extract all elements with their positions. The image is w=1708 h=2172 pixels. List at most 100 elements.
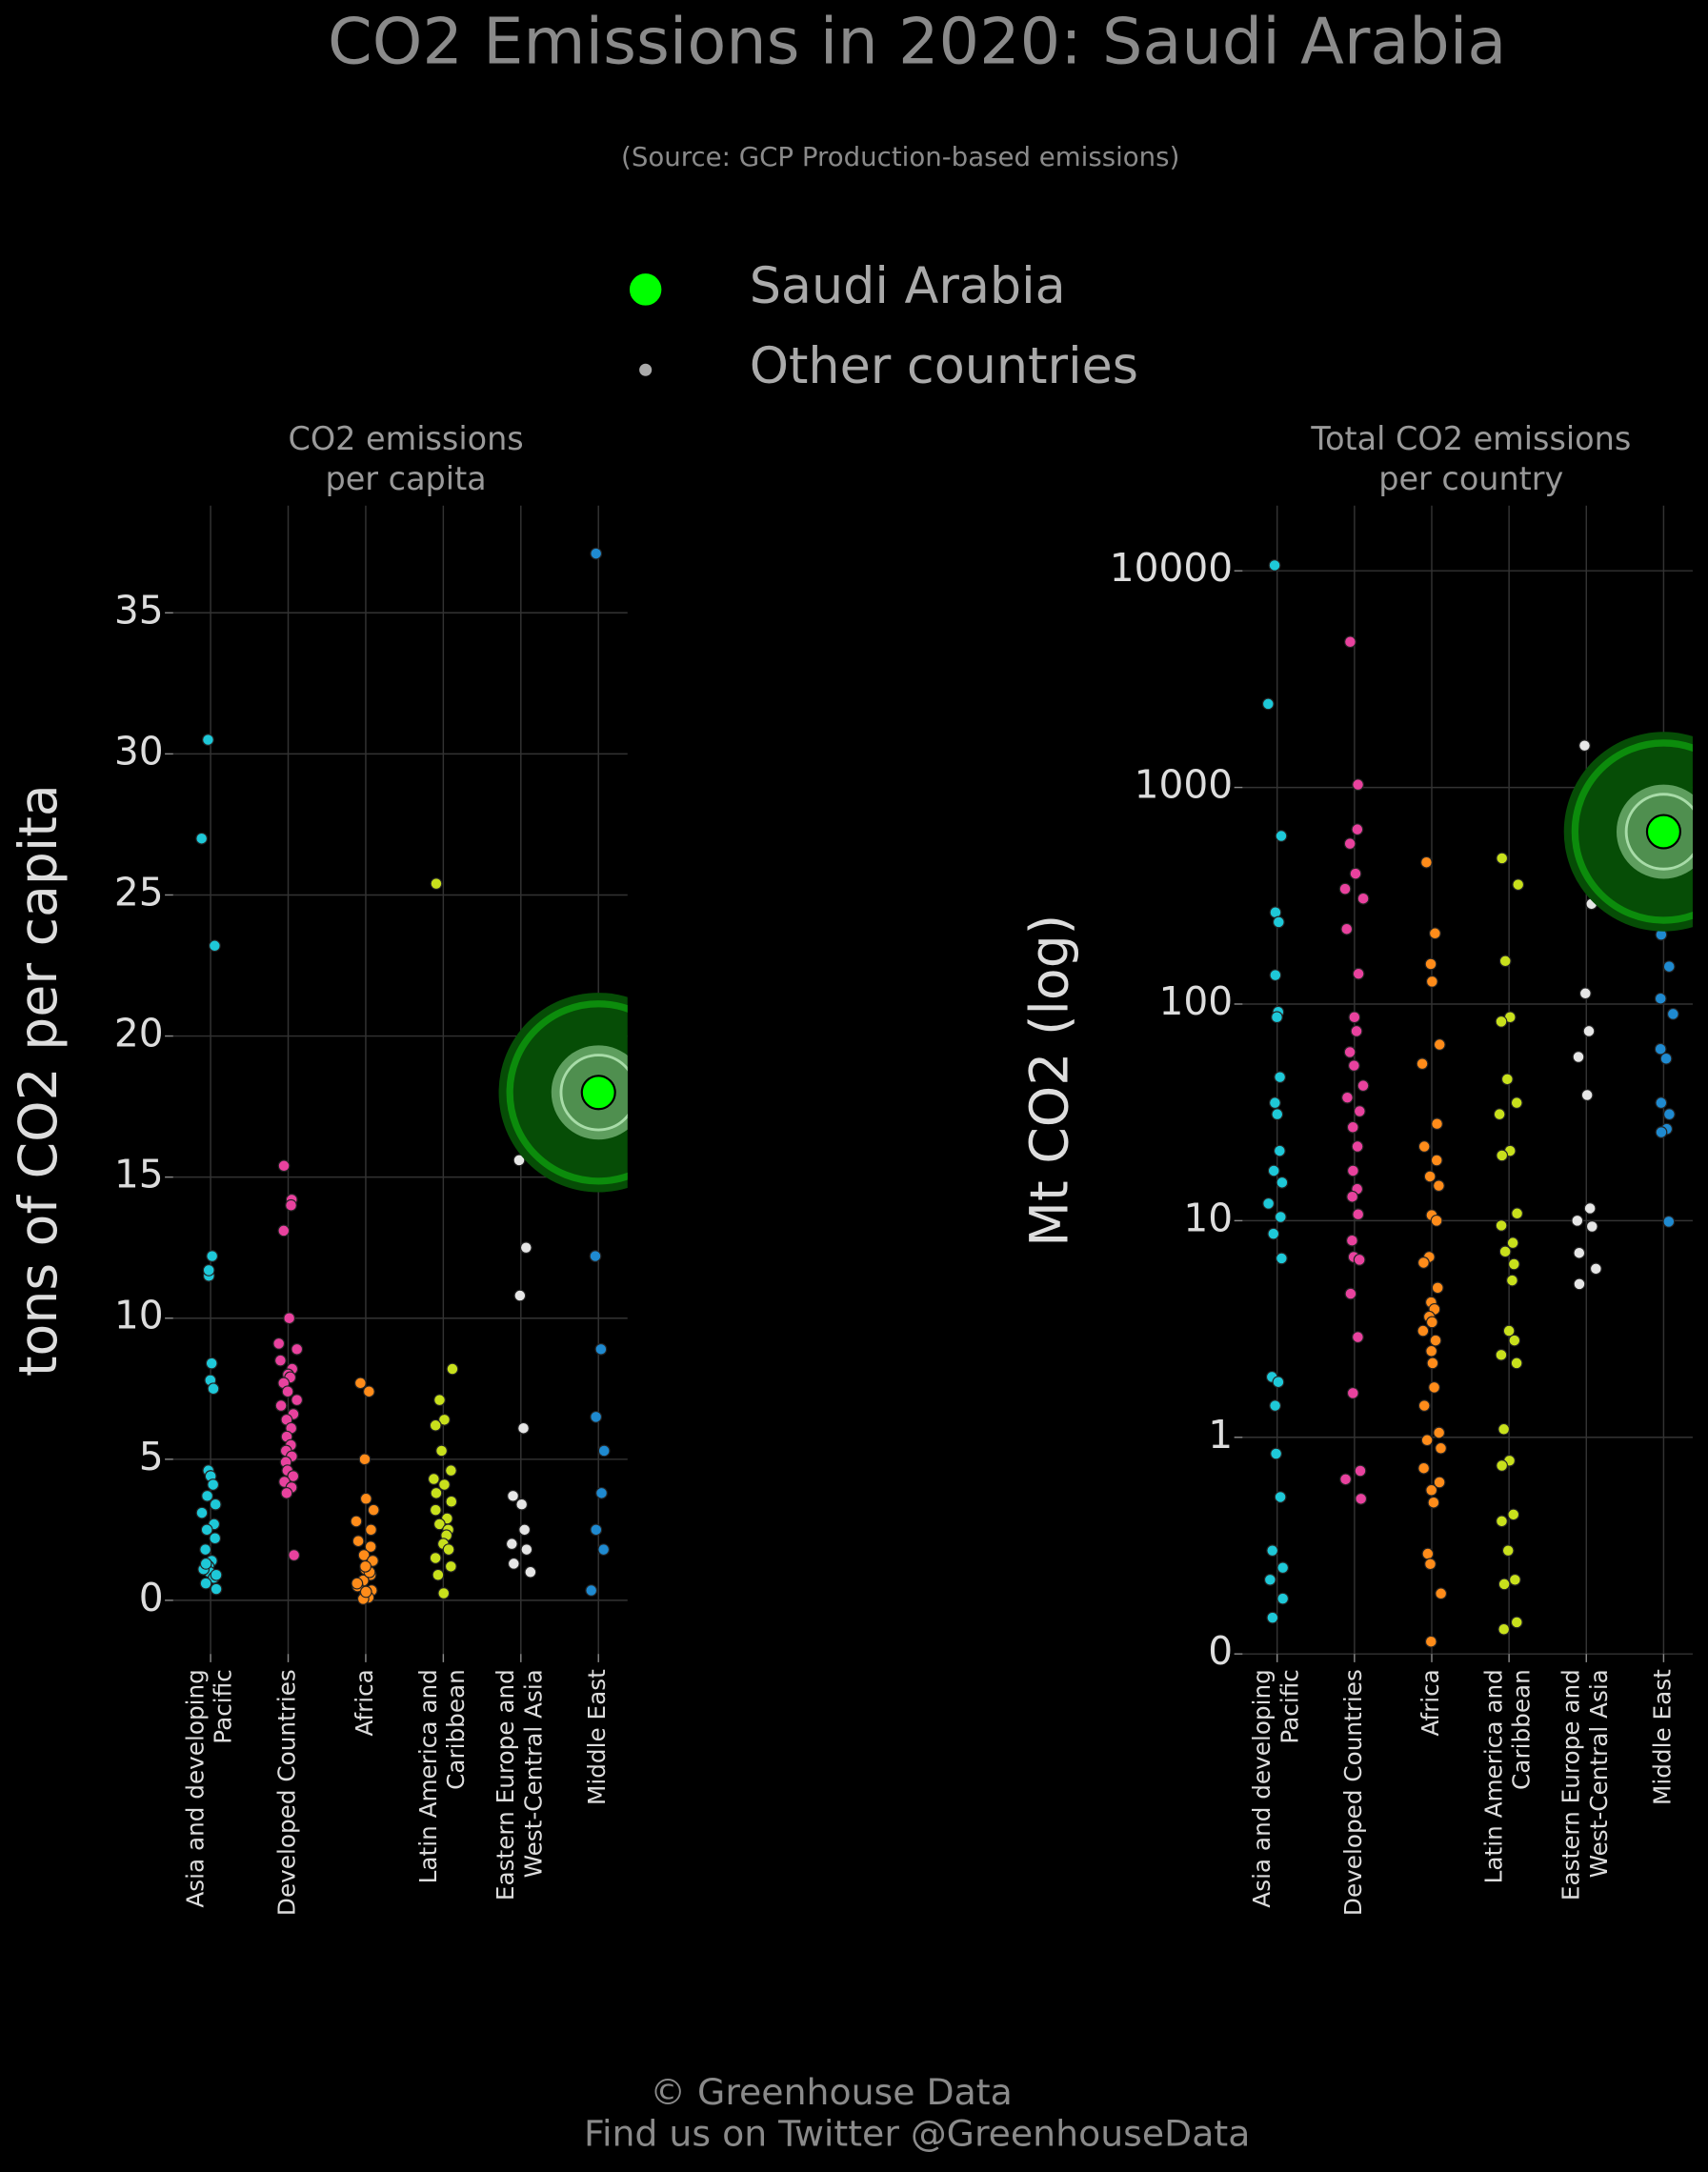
point: [1507, 1508, 1520, 1521]
point: [445, 1464, 457, 1478]
point: [1428, 1380, 1440, 1394]
point: [1497, 1422, 1511, 1436]
point: [524, 1565, 537, 1579]
point: [594, 1342, 608, 1356]
y-tick-label: 5: [139, 1434, 164, 1479]
point: [1496, 1515, 1508, 1528]
x-tick-label: West-Central Asia: [1585, 1669, 1613, 1878]
point: [1507, 1257, 1520, 1271]
title: CO2 Emissions in 2020: Saudi Arabia: [328, 5, 1506, 79]
point: [432, 1568, 445, 1581]
x-tick-label: Developed Countries: [273, 1669, 301, 1916]
y-axis-label: tons of CO2 per capita: [9, 784, 70, 1377]
point: [1261, 697, 1275, 711]
point: [438, 1478, 451, 1491]
highlight: [498, 993, 628, 1193]
point: [200, 1523, 213, 1537]
point: [1266, 1611, 1279, 1624]
point: [1269, 1096, 1281, 1110]
point: [1344, 1287, 1357, 1300]
point: [1433, 1476, 1446, 1489]
point: [283, 1312, 296, 1325]
point: [1267, 1164, 1280, 1177]
point: [205, 1357, 218, 1370]
point: [1356, 892, 1370, 905]
point: [1430, 1214, 1443, 1227]
legend-label: Saudi Arabia: [750, 257, 1066, 315]
point: [1421, 1547, 1435, 1560]
point: [1435, 1441, 1447, 1455]
point: [430, 877, 443, 891]
point: [507, 1489, 519, 1502]
point: [352, 1535, 365, 1548]
point: [350, 1515, 363, 1528]
point: [202, 734, 214, 746]
point: [518, 1523, 532, 1537]
point: [429, 1418, 442, 1432]
legend-marker: [637, 362, 653, 378]
point: [1352, 967, 1365, 980]
y-tick-label: 0: [1208, 1628, 1233, 1674]
x-tick-label: Caribbean: [442, 1669, 470, 1790]
point: [1339, 1473, 1352, 1486]
point: [1274, 1211, 1287, 1223]
point: [1348, 1059, 1360, 1072]
y-tick-label: 10: [114, 1293, 164, 1338]
point: [1352, 778, 1364, 792]
point: [589, 1250, 602, 1262]
point: [1351, 1140, 1364, 1153]
point: [288, 1549, 301, 1561]
point: [272, 1337, 286, 1350]
x-tick-label: Latin America and: [1480, 1669, 1508, 1883]
point: [1338, 882, 1352, 895]
point: [1495, 1348, 1508, 1361]
point: [1425, 1344, 1438, 1358]
point: [1417, 1461, 1431, 1475]
point: [1506, 1274, 1518, 1287]
point: [1356, 1079, 1370, 1093]
point: [1340, 922, 1354, 935]
highlight-point: [580, 1075, 616, 1111]
point: [199, 1577, 212, 1590]
point: [1425, 1483, 1438, 1497]
point: [432, 1518, 446, 1531]
point: [1423, 1170, 1437, 1183]
point: [1267, 1227, 1280, 1240]
point: [1417, 1324, 1430, 1337]
y-tick-label: 35: [114, 587, 164, 633]
point: [1426, 1357, 1439, 1370]
point: [1666, 1007, 1679, 1020]
point: [590, 1410, 603, 1423]
point: [1582, 1024, 1596, 1037]
x-tick-label: Developed Countries: [1339, 1669, 1367, 1916]
y-axis-label: Mt CO2 (log): [1019, 915, 1080, 1247]
footer: Find us on Twitter @GreenhouseData: [584, 2113, 1250, 2155]
panel-title: Total CO2 emissions: [1310, 420, 1631, 457]
point: [1275, 830, 1288, 842]
point: [1273, 1144, 1286, 1157]
point: [274, 1399, 288, 1412]
point: [1655, 1126, 1668, 1138]
point: [206, 1250, 219, 1262]
point: [1433, 1038, 1446, 1051]
point: [442, 1543, 455, 1556]
point: [1424, 1635, 1437, 1648]
point: [597, 1543, 611, 1556]
point: [1510, 1096, 1523, 1110]
point: [1266, 1544, 1279, 1558]
panel-title: per country: [1378, 460, 1563, 497]
y-tick-label: 15: [114, 1152, 164, 1197]
point: [210, 1582, 223, 1596]
point: [1345, 1234, 1358, 1247]
point: [358, 1453, 372, 1466]
point: [1511, 1207, 1523, 1220]
point: [444, 1559, 457, 1573]
point: [590, 1523, 603, 1537]
point: [1353, 1105, 1366, 1117]
x-tick-label: Asia and developing: [182, 1669, 210, 1908]
x-tick-label: Pacific: [210, 1669, 237, 1744]
point: [1496, 1149, 1509, 1162]
